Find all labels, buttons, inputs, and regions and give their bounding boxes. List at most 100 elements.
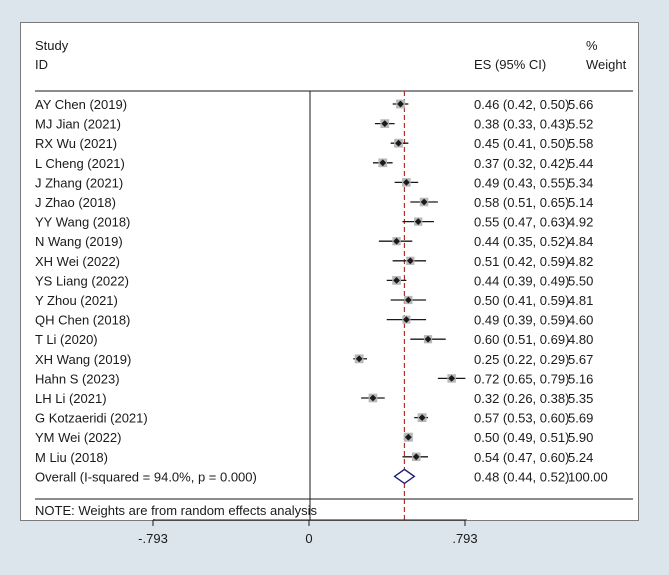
study-label: J Zhao (2018) <box>35 195 116 210</box>
study-weight: 5.50 <box>568 273 593 288</box>
point-estimate <box>414 218 422 225</box>
study-es-ci: 0.55 (0.47, 0.63) <box>474 215 569 230</box>
study-es-ci: 0.58 (0.51, 0.65) <box>474 195 569 210</box>
study-weight: 5.67 <box>568 352 593 367</box>
study-row: XH Wei (2022) 0.51 (0.42, 0.59)4.82 <box>35 254 593 269</box>
study-weight: 4.81 <box>568 293 593 308</box>
study-row: XH Wang (2019) 0.25 (0.22, 0.29)5.67 <box>35 352 593 367</box>
study-weight: 4.92 <box>568 215 593 230</box>
table-header: Study ID ES (95% CI) % Weight <box>35 38 627 72</box>
study-row: J Zhang (2021) 0.49 (0.43, 0.55)5.34 <box>35 175 593 190</box>
forest-plot-panel: Study ID ES (95% CI) % Weight AY Chen (2… <box>20 22 639 521</box>
study-es-ci: 0.32 (0.26, 0.38) <box>474 391 569 406</box>
overall-row: Overall (I-squared = 94.0%, p = 0.000) 0.… <box>35 469 608 484</box>
study-es-ci: 0.38 (0.33, 0.43) <box>474 117 569 132</box>
study-row: T Li (2020) 0.60 (0.51, 0.69)4.80 <box>35 332 593 347</box>
study-es-ci: 0.49 (0.39, 0.59) <box>474 313 569 328</box>
point-estimate <box>393 237 400 245</box>
study-label: T Li (2020) <box>35 332 98 347</box>
study-weight: 4.60 <box>568 313 593 328</box>
point-estimate <box>402 316 410 323</box>
study-label: RX Wu (2021) <box>35 136 117 151</box>
header-id: ID <box>35 57 48 72</box>
study-weight: 4.84 <box>568 234 593 249</box>
study-weight: 5.35 <box>568 391 593 406</box>
study-es-ci: 0.50 (0.49, 0.51) <box>474 430 569 445</box>
point-estimate <box>381 120 389 127</box>
point-estimate <box>404 433 412 441</box>
study-label: YM Wei (2022) <box>35 430 121 445</box>
point-estimate <box>402 179 410 186</box>
study-label: YY Wang (2018) <box>35 215 130 230</box>
study-row: LH Li (2021) 0.32 (0.26, 0.38)5.35 <box>35 391 593 406</box>
study-weight: 5.14 <box>568 195 593 210</box>
study-weight: 5.16 <box>568 371 593 386</box>
point-estimate <box>420 198 428 206</box>
study-row: J Zhao (2018) 0.58 (0.51, 0.65)5.14 <box>35 195 593 210</box>
study-label: YS Liang (2022) <box>35 273 129 288</box>
point-estimate <box>412 453 420 461</box>
header-percent: % <box>586 38 598 53</box>
study-weight: 5.52 <box>568 117 593 132</box>
study-row: N Wang (2019) 0.44 (0.35, 0.52)4.84 <box>35 234 593 249</box>
x-tick-label: -.793 <box>138 531 168 546</box>
forest-rows: AY Chen (2019) 0.46 (0.42, 0.50)5.66 MJ Ji… <box>35 97 608 484</box>
study-weight: 4.82 <box>568 254 593 269</box>
study-row: M Liu (2018) 0.54 (0.47, 0.60)5.24 <box>35 450 593 465</box>
study-label: M Liu (2018) <box>35 450 108 465</box>
study-row: YM Wei (2022) 0.50 (0.49, 0.51)5.90 <box>35 430 593 445</box>
study-row: YY Wang (2018) 0.55 (0.47, 0.63)4.92 <box>35 215 593 230</box>
point-estimate <box>397 100 404 108</box>
study-es-ci: 0.57 (0.53, 0.60) <box>474 411 569 426</box>
point-estimate <box>424 335 432 343</box>
study-weight: 5.44 <box>568 156 593 171</box>
study-label: Hahn S (2023) <box>35 371 120 386</box>
study-es-ci: 0.72 (0.65, 0.79) <box>474 371 569 386</box>
study-row: L Cheng (2021) 0.37 (0.32, 0.42)5.44 <box>35 156 593 171</box>
point-estimate <box>355 355 363 363</box>
study-es-ci: 0.45 (0.41, 0.50) <box>474 136 569 151</box>
point-estimate <box>393 277 400 284</box>
study-label: AY Chen (2019) <box>35 97 127 112</box>
forest-marks <box>35 91 633 520</box>
footnote: NOTE: Weights are from random effects an… <box>35 503 318 518</box>
point-estimate <box>369 394 377 402</box>
study-es-ci: 0.44 (0.35, 0.52) <box>474 234 569 249</box>
study-label: MJ Jian (2021) <box>35 117 121 132</box>
study-row: MJ Jian (2021) 0.38 (0.33, 0.43)5.52 <box>35 117 593 132</box>
study-label: LH Li (2021) <box>35 391 107 406</box>
x-axis <box>153 519 467 520</box>
study-row: RX Wu (2021) 0.45 (0.41, 0.50)5.58 <box>35 136 593 151</box>
study-es-ci: 0.60 (0.51, 0.69) <box>474 332 569 347</box>
study-weight: 5.34 <box>568 175 593 190</box>
study-weight: 5.66 <box>568 97 593 112</box>
study-weight: 5.69 <box>568 411 593 426</box>
study-label: N Wang (2019) <box>35 234 123 249</box>
point-estimate <box>395 139 402 147</box>
study-label: XH Wang (2019) <box>35 352 131 367</box>
study-es-ci: 0.37 (0.32, 0.42) <box>474 156 569 171</box>
study-row: Y Zhou (2021) 0.50 (0.41, 0.59)4.81 <box>35 293 593 308</box>
header-study: Study <box>35 38 69 53</box>
study-row: Hahn S (2023) 0.72 (0.65, 0.79)5.16 <box>35 371 593 386</box>
forest-plot: Study ID ES (95% CI) % Weight AY Chen (2… <box>35 38 633 520</box>
point-estimate <box>379 159 387 167</box>
study-es-ci: 0.44 (0.39, 0.49) <box>474 273 569 288</box>
study-label: QH Chen (2018) <box>35 313 130 328</box>
study-es-ci: 0.51 (0.42, 0.59) <box>474 254 569 269</box>
header-es: ES (95% CI) <box>474 57 546 72</box>
study-label: Y Zhou (2021) <box>35 293 118 308</box>
study-weight: 5.24 <box>568 450 593 465</box>
study-label: XH Wei (2022) <box>35 254 120 269</box>
study-es-ci: 0.54 (0.47, 0.60) <box>474 450 569 465</box>
point-estimate <box>418 414 426 421</box>
point-estimate <box>448 375 456 382</box>
study-row: AY Chen (2019) 0.46 (0.42, 0.50)5.66 <box>35 97 593 112</box>
point-estimate <box>404 296 412 304</box>
overall-es-ci: 0.48 (0.44, 0.52) <box>474 469 569 484</box>
study-es-ci: 0.50 (0.41, 0.59) <box>474 293 569 308</box>
study-label: L Cheng (2021) <box>35 156 125 171</box>
overall-diamond <box>393 468 416 485</box>
header-weight: Weight <box>586 57 627 72</box>
overall-weight: 100.00 <box>568 469 608 484</box>
